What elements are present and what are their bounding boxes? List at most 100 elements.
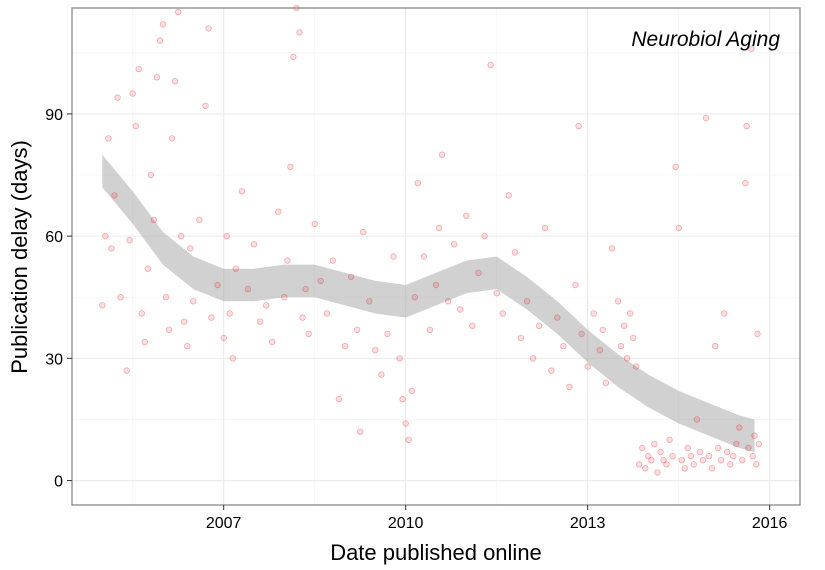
data-point <box>357 428 364 435</box>
data-point <box>126 236 133 244</box>
data-point <box>633 363 640 370</box>
data-point <box>714 444 722 452</box>
data-point <box>699 457 707 464</box>
data-point <box>150 216 158 223</box>
data-point <box>335 395 343 403</box>
y-tick-label: 30 <box>45 351 63 368</box>
data-point <box>753 461 760 468</box>
data-point <box>529 355 537 362</box>
data-point <box>457 306 464 313</box>
data-point <box>405 436 412 443</box>
data-point <box>721 310 728 317</box>
data-point <box>669 452 676 460</box>
data-point <box>535 322 543 329</box>
data-point <box>390 253 397 260</box>
data-point <box>402 420 409 427</box>
data-point <box>499 310 506 317</box>
data-point <box>180 318 188 325</box>
data-point <box>214 281 221 289</box>
data-point <box>608 245 616 252</box>
data-point <box>523 298 531 305</box>
data-point <box>256 318 264 325</box>
data-point <box>250 241 258 248</box>
data-point <box>578 330 585 338</box>
data-point <box>743 122 750 130</box>
data-point <box>675 224 682 232</box>
data-point <box>138 310 145 317</box>
data-point <box>202 102 209 109</box>
data-point <box>165 326 173 333</box>
data-point <box>159 21 167 28</box>
data-point <box>590 310 597 317</box>
data-point <box>244 285 252 293</box>
data-point <box>102 232 109 240</box>
data-point <box>223 232 230 240</box>
data-point <box>755 440 762 448</box>
data-point <box>626 310 634 317</box>
data-point <box>560 342 567 350</box>
data-point <box>642 465 649 472</box>
data-point <box>420 253 428 260</box>
data-point <box>117 294 124 301</box>
data-point <box>681 465 688 472</box>
data-point <box>636 461 643 468</box>
data-point <box>105 135 112 142</box>
data-point <box>617 342 625 350</box>
data-point <box>463 212 470 219</box>
data-point <box>269 338 276 346</box>
x-axis-ticks: 2007 2010 2013 2016 <box>206 505 788 532</box>
data-point <box>696 448 704 456</box>
data-point <box>114 94 121 101</box>
data-point <box>693 416 701 423</box>
data-point <box>711 342 719 350</box>
data-point <box>281 294 288 301</box>
data-point <box>238 188 246 195</box>
data-point <box>733 440 740 448</box>
data-point <box>156 37 164 44</box>
data-point <box>111 192 118 199</box>
data-point <box>599 326 606 333</box>
data-point <box>690 461 697 468</box>
data-point <box>435 224 443 232</box>
x-tick-label: 2007 <box>206 515 242 532</box>
data-point <box>469 322 476 329</box>
data-point <box>736 424 743 431</box>
data-point <box>311 220 318 228</box>
data-point <box>727 461 734 468</box>
data-point <box>299 314 306 321</box>
data-point <box>438 151 446 158</box>
data-point <box>672 163 679 171</box>
data-point <box>493 290 500 297</box>
data-point <box>347 273 355 281</box>
data-point <box>584 363 591 370</box>
data-point <box>177 232 185 240</box>
data-point <box>596 347 603 354</box>
data-point <box>141 338 148 346</box>
data-point <box>739 457 746 464</box>
data-point <box>517 334 525 342</box>
data-point <box>414 179 421 187</box>
data-point <box>620 322 628 329</box>
y-tick-label: 0 <box>54 474 63 491</box>
data-point <box>678 457 685 464</box>
data-point <box>144 265 151 272</box>
data-point <box>654 469 661 476</box>
data-point <box>287 163 294 171</box>
data-point <box>190 298 197 305</box>
y-axis-ticks: 0 30 60 90 <box>45 107 72 491</box>
data-point <box>451 241 458 248</box>
data-point <box>341 342 349 350</box>
plot-frame <box>71 7 801 506</box>
data-point <box>135 65 142 73</box>
data-point <box>648 457 655 464</box>
data-point <box>572 281 579 289</box>
data-point <box>481 232 488 240</box>
data-point <box>639 444 646 452</box>
data-point <box>372 347 379 354</box>
data-point <box>657 448 664 456</box>
journal-annotation: Neurobiol Aging <box>631 28 780 51</box>
data-point <box>749 452 756 460</box>
data-point <box>505 192 512 199</box>
